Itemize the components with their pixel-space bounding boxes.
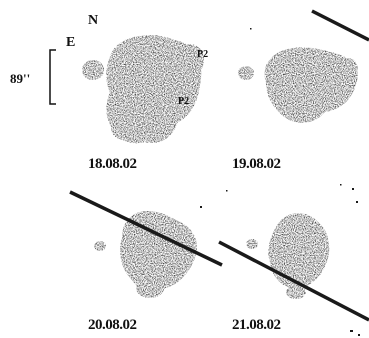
noise-specks — [200, 28, 360, 336]
panel-3-image — [94, 210, 198, 298]
panel-4-image — [246, 213, 330, 299]
scale-bar-label: 89'' — [10, 71, 31, 86]
scale-bar-bracket — [49, 49, 56, 105]
panel-2-date: 19.08.02 — [232, 156, 281, 172]
feature-label-p2-upper: P2 — [197, 49, 209, 60]
panel-4-trail — [218, 240, 369, 322]
panel-3-date: 20.08.02 — [88, 317, 137, 333]
panel-4-date: 21.08.02 — [232, 317, 281, 333]
panel-2-image — [238, 47, 358, 123]
panel-2-trail — [311, 9, 369, 42]
east-label: E — [66, 35, 76, 50]
panel-1-image — [82, 35, 204, 144]
panel-3-trail — [69, 190, 223, 267]
panel-1-date: 18.08.02 — [88, 156, 137, 172]
north-label: N — [88, 13, 99, 28]
feature-label-p2-lower: P2 — [178, 96, 190, 107]
